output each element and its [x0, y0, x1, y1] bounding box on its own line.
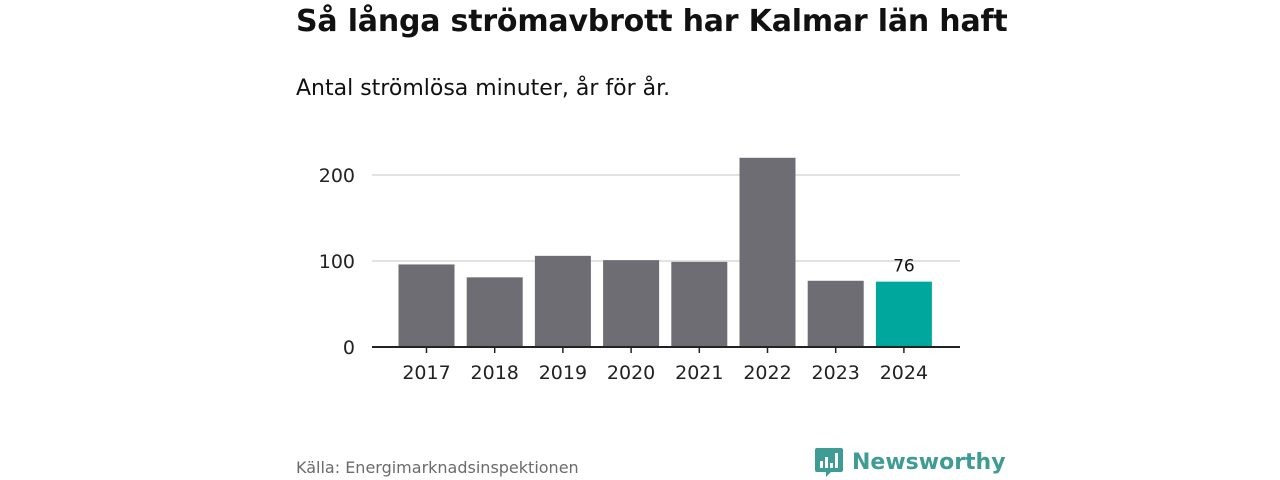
brand-logo[interactable]: Newsworthy [814, 446, 1006, 478]
bar-2018 [466, 277, 523, 347]
bar-2020 [603, 260, 660, 347]
chart-title: Så långa strömavbrott har Kalmar län haf… [296, 4, 1008, 39]
bars [398, 157, 932, 347]
newsworthy-logo-icon [815, 448, 843, 477]
bar-2024 [875, 281, 932, 347]
bar-2017 [398, 264, 455, 347]
data-labels: 76 [893, 257, 915, 277]
bar-2022 [739, 157, 796, 347]
x-tick-label: 2022 [743, 362, 791, 384]
chart-subtitle: Antal strömlösa minuter, år för år. [296, 76, 671, 101]
bar-chart: 0 100 200 2017 2018 2019 2020 2021 2022 2023 2024… [319, 157, 960, 384]
bar-2019 [534, 255, 591, 347]
y-tick-label: 0 [343, 337, 355, 359]
y-tick-label: 100 [319, 251, 355, 273]
gridlines [372, 174, 960, 262]
bar-2021 [671, 261, 728, 347]
y-tick-label: 200 [319, 165, 355, 187]
source-note: Källa: Energimarknadsinspektionen [296, 458, 579, 477]
x-tick-label: 2024 [880, 362, 928, 384]
data-label: 76 [893, 257, 915, 277]
x-tick-label: 2021 [675, 362, 723, 384]
bar-2023 [807, 280, 864, 347]
x-tick-label: 2017 [402, 362, 450, 384]
x-tick-label: 2023 [812, 362, 860, 384]
x-tick-label: 2019 [539, 362, 587, 384]
x-axis-ticks: 2017 2018 2019 2020 2021 2022 2023 2024 [402, 347, 928, 384]
x-tick-label: 2018 [471, 362, 519, 384]
brand-name: Newsworthy [852, 449, 1006, 475]
y-axis-ticks: 0 100 200 [319, 165, 355, 359]
x-tick-label: 2020 [607, 362, 655, 384]
